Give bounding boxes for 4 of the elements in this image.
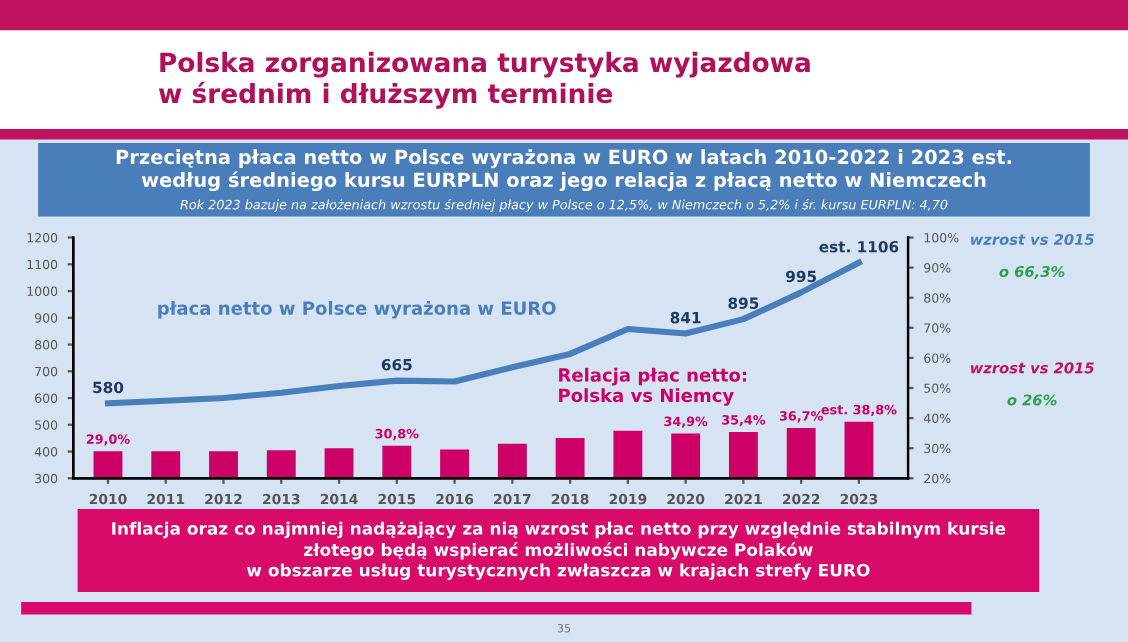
chart-title: Polska zorganizowana turystyka wyjazdowa w średnim i dłuższym terminie [158,51,810,109]
text: płaca netto w Polsce wyrażona w EURO [158,300,556,319]
series-label: Relacja płac netto: Polska vs Niemcy [559,367,747,406]
text: Inflacja oraz co najmniej nadążający za nią wzrost płac netto przy względnie stabilnym kursie złotego będą wspierać możliwości nabywcze Polaków w obszarze usług turystycznych zwłaszcza w krajach strefy EURO [112,521,1006,580]
